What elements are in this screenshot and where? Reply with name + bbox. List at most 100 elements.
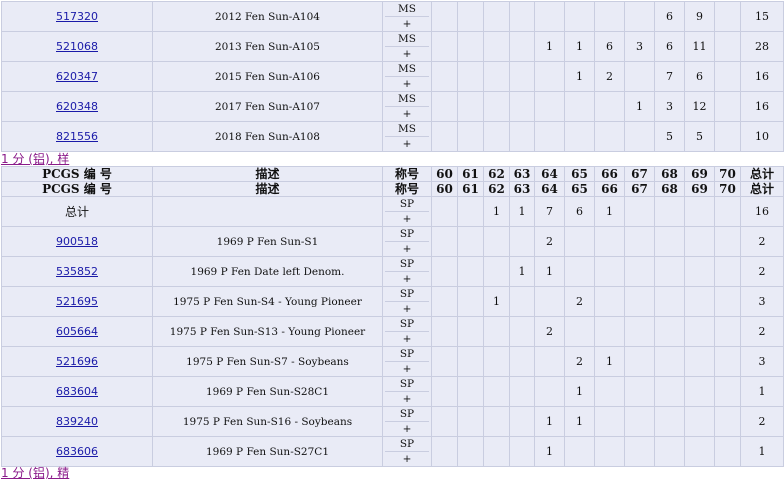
grade-62-count — [483, 61, 510, 92]
description-cell: 1975 P Fen Sun-S13 - Young Pioneer — [152, 316, 383, 347]
header-grade-62: 62 — [483, 166, 510, 182]
grade-cell: SP + — [382, 316, 432, 347]
grade-70-count — [714, 316, 741, 347]
grade-63-count — [509, 286, 535, 317]
total-count: 2 — [740, 226, 784, 257]
grade-69-count — [684, 406, 715, 437]
grade-62-count — [483, 1, 510, 32]
header-total: 总计 — [740, 166, 784, 182]
grade-68-count: 7 — [654, 61, 685, 92]
description-cell: 2015 Fen Sun-A106 — [152, 61, 383, 92]
plus-designation: + — [402, 363, 412, 375]
pcgs-number-link[interactable]: 839240 — [56, 415, 98, 428]
grade-63-count — [509, 121, 535, 152]
grade-64-count: 2 — [534, 226, 565, 257]
grade-62-count — [483, 346, 510, 377]
grade-61-count — [457, 196, 484, 227]
grade-66-count — [594, 436, 625, 467]
pcgs-number-link[interactable]: 521695 — [56, 295, 98, 308]
plus-designation: + — [402, 138, 412, 150]
grade-63-count — [509, 61, 535, 92]
description-cell: 2018 Fen Sun-A108 — [152, 121, 383, 152]
grade-67-count — [624, 1, 655, 32]
grade-65-count — [564, 91, 595, 122]
grade-66-count — [594, 91, 625, 122]
grade-cell: MS + — [382, 61, 432, 92]
grade-67-count — [624, 256, 655, 287]
grade-68-count: 3 — [654, 91, 685, 122]
description-cell: 1969 P Fen Date left Denom. — [152, 256, 383, 287]
header-grade-69: 69 — [684, 181, 715, 197]
grade-cell: SP + — [382, 406, 432, 437]
grade-62-count — [483, 121, 510, 152]
population-table-sp: PCGS 编 号描述 称号 60 61 62 63 64 65 66 67 68 69 70 总计 PCGS… — [1, 166, 784, 467]
grade-68-count — [654, 406, 685, 437]
grade-61-count — [457, 256, 484, 287]
grade-67-count: 1 — [624, 91, 655, 122]
grade-67-count — [624, 286, 655, 317]
grade-62-count — [483, 316, 510, 347]
grade-70-count — [714, 61, 741, 92]
grade-65-count — [564, 256, 595, 287]
header-grade-60: 60 — [431, 166, 458, 182]
section-link-proof[interactable]: 1 分 (铝), 精 — [1, 466, 70, 480]
grade-63-count — [509, 91, 535, 122]
pcgs-cell: 900518 — [1, 226, 153, 257]
total-count: 2 — [740, 406, 784, 437]
pcgs-number-link[interactable]: 521068 — [56, 40, 98, 53]
pcgs-number-link[interactable]: 620348 — [56, 100, 98, 113]
grade-65-count: 1 — [564, 31, 595, 62]
total-count: 15 — [740, 1, 784, 32]
pcgs-number-link[interactable]: 605664 — [56, 325, 98, 338]
grade-cell: SP + — [382, 436, 432, 467]
pcgs-number-link[interactable]: 535852 — [56, 265, 98, 278]
grade-64-count — [534, 1, 565, 32]
pcgs-number-link[interactable]: 900518 — [56, 235, 98, 248]
grade-69-count — [684, 286, 715, 317]
grade-67-count — [624, 226, 655, 257]
grade-64-count: 7 — [534, 196, 565, 227]
grade-67-count — [624, 196, 655, 227]
grade-62-count — [483, 376, 510, 407]
grade-62-count — [483, 91, 510, 122]
pcgs-number-link[interactable]: 521696 — [56, 355, 98, 368]
total-count: 16 — [740, 61, 784, 92]
grade-67-count — [624, 121, 655, 152]
grade-61-count — [457, 226, 484, 257]
header-grade-60: 60 — [431, 181, 458, 197]
header-grade: 称号 — [382, 166, 432, 182]
grade-65-count: 2 — [564, 286, 595, 317]
grade-cell: MS + — [382, 31, 432, 62]
grade-70-count — [714, 376, 741, 407]
grade-64-count — [534, 61, 565, 92]
pcgs-number-link[interactable]: 683604 — [56, 385, 98, 398]
grade-68-count — [654, 286, 685, 317]
grade-68-count — [654, 436, 685, 467]
plus-designation: + — [402, 213, 412, 225]
grade-62-count — [483, 436, 510, 467]
pcgs-cell: 821556 — [1, 121, 153, 152]
description-cell: 2012 Fen Sun-A104 — [152, 1, 383, 32]
grade-68-count — [654, 376, 685, 407]
grade-69-count — [684, 256, 715, 287]
total-count: 1 — [740, 436, 784, 467]
pcgs-cell: 620348 — [1, 91, 153, 122]
grade-61-count — [457, 436, 484, 467]
pcgs-number-link[interactable]: 683606 — [56, 445, 98, 458]
table-row: 535852 1969 P Fen Date left Denom. SP +1 1 2 — [1, 256, 784, 287]
pcgs-number-link[interactable]: 620347 — [56, 70, 98, 83]
grade-64-count — [534, 376, 565, 407]
grade-designation: SP — [385, 378, 429, 392]
header-grade-68: 68 — [654, 166, 685, 182]
pcgs-number-link[interactable]: 517320 — [56, 10, 98, 23]
grade-70-count — [714, 1, 741, 32]
grade-64-count — [534, 286, 565, 317]
pcgs-number-link[interactable]: 821556 — [56, 130, 98, 143]
grade-60-count — [431, 31, 458, 62]
section-link-specimen[interactable]: 1 分 (铝), 样 — [1, 152, 70, 166]
plus-designation: + — [402, 303, 412, 315]
grade-64-count: 1 — [534, 31, 565, 62]
grade-69-count: 5 — [684, 121, 715, 152]
grade-60-count — [431, 196, 458, 227]
grade-64-count — [534, 121, 565, 152]
